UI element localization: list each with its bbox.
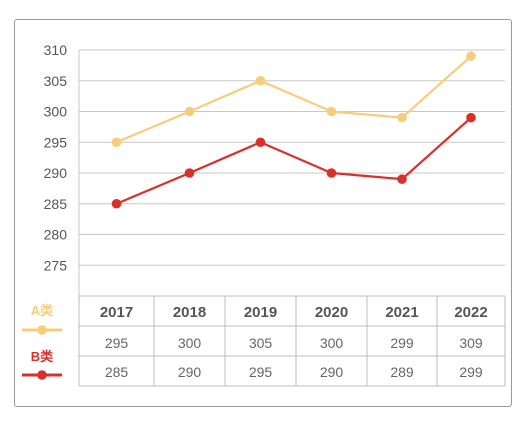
y-tick-label: 310	[44, 42, 68, 58]
data-label: 299	[390, 335, 414, 351]
x-tick-label: 2019	[244, 304, 277, 321]
data-label: 300	[320, 335, 344, 351]
data-label: 295	[105, 335, 129, 351]
data-point	[111, 198, 122, 209]
data-label: 290	[178, 364, 202, 380]
data-point	[397, 174, 407, 184]
x-tick-label: 2022	[454, 304, 487, 321]
data-label: 309	[459, 335, 483, 351]
y-tick-label: 295	[44, 134, 68, 150]
x-tick-label: 2017	[100, 304, 133, 321]
data-label: 285	[105, 364, 129, 380]
data-point	[111, 137, 122, 148]
data-point	[466, 51, 476, 61]
y-tick-label: 300	[44, 104, 68, 120]
data-point	[255, 75, 266, 86]
x-tick-label: 2021	[385, 304, 418, 321]
series-line-b	[116, 116, 472, 205]
data-point	[466, 112, 476, 123]
data-label: 299	[459, 364, 483, 380]
data-label: 295	[249, 364, 273, 380]
series-line-a	[116, 55, 472, 144]
data-label: 300	[178, 335, 202, 351]
legend-label: A类	[31, 303, 54, 318]
x-tick-label: 2020	[315, 304, 348, 321]
data-point	[255, 137, 266, 148]
y-tick-label: 305	[44, 73, 68, 89]
y-tick-label: 285	[44, 196, 68, 212]
legend-label: B类	[31, 349, 54, 364]
data-label: 289	[390, 364, 414, 380]
data-point	[184, 106, 195, 117]
chart-frame	[14, 19, 512, 407]
y-tick-label: 280	[44, 227, 68, 243]
x-tick-label: 2018	[173, 304, 206, 321]
data-point	[184, 168, 195, 178]
data-point	[326, 168, 337, 178]
legend-marker	[37, 370, 47, 380]
data-point	[326, 106, 337, 117]
data-label: 305	[249, 335, 273, 351]
legend-marker	[37, 325, 47, 335]
data-label: 290	[320, 364, 344, 380]
y-tick-label: 290	[44, 165, 68, 181]
y-tick-label: 275	[44, 257, 68, 273]
data-point	[397, 112, 407, 123]
